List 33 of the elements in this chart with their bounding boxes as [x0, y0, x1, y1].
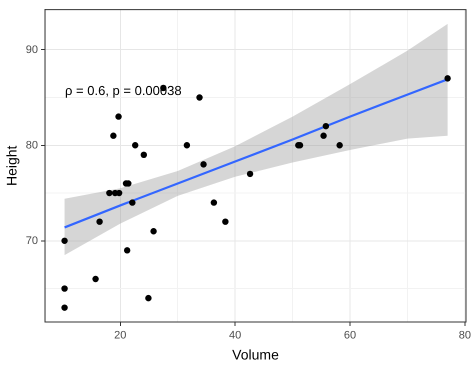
- point: [115, 113, 122, 120]
- point: [61, 238, 68, 244]
- point: [210, 199, 218, 206]
- point: [246, 170, 254, 178]
- y-tick-label: 90: [26, 44, 38, 56]
- point: [222, 218, 229, 225]
- point: [96, 218, 103, 225]
- point: [145, 294, 152, 302]
- point: [92, 276, 99, 282]
- point: [184, 142, 190, 148]
- x-axis-title: Volume: [232, 346, 280, 362]
- point: [322, 122, 330, 130]
- point: [61, 304, 68, 311]
- point: [61, 285, 68, 292]
- x-tick-label: 20: [114, 330, 126, 342]
- point: [132, 142, 138, 148]
- y-tick-label: 70: [26, 234, 38, 247]
- point: [444, 75, 451, 82]
- point: [200, 161, 207, 168]
- y-axis-title: Height: [3, 145, 20, 186]
- point: [196, 94, 203, 101]
- x-tick-label: 40: [229, 330, 242, 342]
- point: [110, 132, 117, 139]
- point: [150, 228, 157, 234]
- point: [124, 247, 130, 254]
- y-tick-label: 80: [26, 139, 38, 152]
- x-tick-label: 60: [344, 330, 356, 342]
- point: [320, 132, 327, 139]
- point: [106, 190, 113, 196]
- point: [336, 142, 343, 148]
- x-tick-label: 80: [458, 330, 471, 342]
- point: [129, 199, 136, 206]
- point: [140, 152, 148, 158]
